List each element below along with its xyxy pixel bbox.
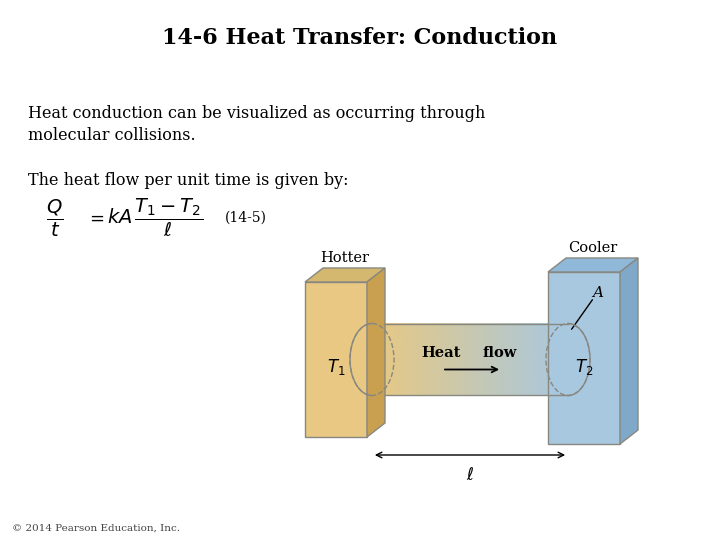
Text: $\dfrac{Q}{t}$: $\dfrac{Q}{t}$ <box>46 198 63 239</box>
Polygon shape <box>620 258 638 444</box>
Text: © 2014 Pearson Education, Inc.: © 2014 Pearson Education, Inc. <box>12 523 180 532</box>
Text: Heat conduction can be visualized as occurring through
molecular collisions.: Heat conduction can be visualized as occ… <box>28 105 485 144</box>
Text: Heat: Heat <box>421 347 460 361</box>
Text: Hotter: Hotter <box>320 251 369 265</box>
Text: $kA\,\dfrac{T_1 - T_2}{\ell}$: $kA\,\dfrac{T_1 - T_2}{\ell}$ <box>107 197 203 239</box>
Polygon shape <box>367 268 385 437</box>
Text: 14-6 Heat Transfer: Conduction: 14-6 Heat Transfer: Conduction <box>163 27 557 49</box>
Text: flow: flow <box>482 347 516 361</box>
Text: $T_1$: $T_1$ <box>327 357 346 377</box>
Text: $\ell$: $\ell$ <box>466 467 474 484</box>
Text: $T_2$: $T_2$ <box>575 356 593 376</box>
Text: A: A <box>593 287 603 300</box>
Polygon shape <box>305 268 385 282</box>
Text: $=$: $=$ <box>86 209 104 227</box>
Polygon shape <box>548 272 620 444</box>
Text: (14-5): (14-5) <box>225 211 267 225</box>
Text: Cooler: Cooler <box>568 241 618 255</box>
Text: The heat flow per unit time is given by:: The heat flow per unit time is given by: <box>28 172 348 189</box>
Polygon shape <box>305 282 367 437</box>
Polygon shape <box>548 258 638 272</box>
